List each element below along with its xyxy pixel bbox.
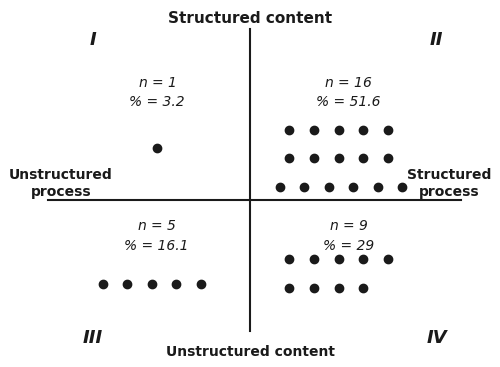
Text: $n$ = 16
% = 51.6: $n$ = 16 % = 51.6 [316, 76, 380, 109]
Text: I: I [90, 31, 96, 49]
Text: Structured content: Structured content [168, 11, 332, 26]
Text: $n$ = 1
% = 3.2: $n$ = 1 % = 3.2 [129, 76, 184, 109]
Text: III: III [82, 329, 103, 347]
Text: IV: IV [426, 329, 447, 347]
Text: Unstructured
process: Unstructured process [9, 168, 113, 199]
Text: II: II [430, 31, 444, 49]
Text: $n$ = 9
% = 29: $n$ = 9 % = 29 [322, 219, 374, 253]
Text: $n$ = 5
% = 16.1: $n$ = 5 % = 16.1 [124, 219, 189, 253]
Text: Unstructured content: Unstructured content [166, 345, 334, 359]
Text: Structured
process: Structured process [406, 168, 491, 199]
